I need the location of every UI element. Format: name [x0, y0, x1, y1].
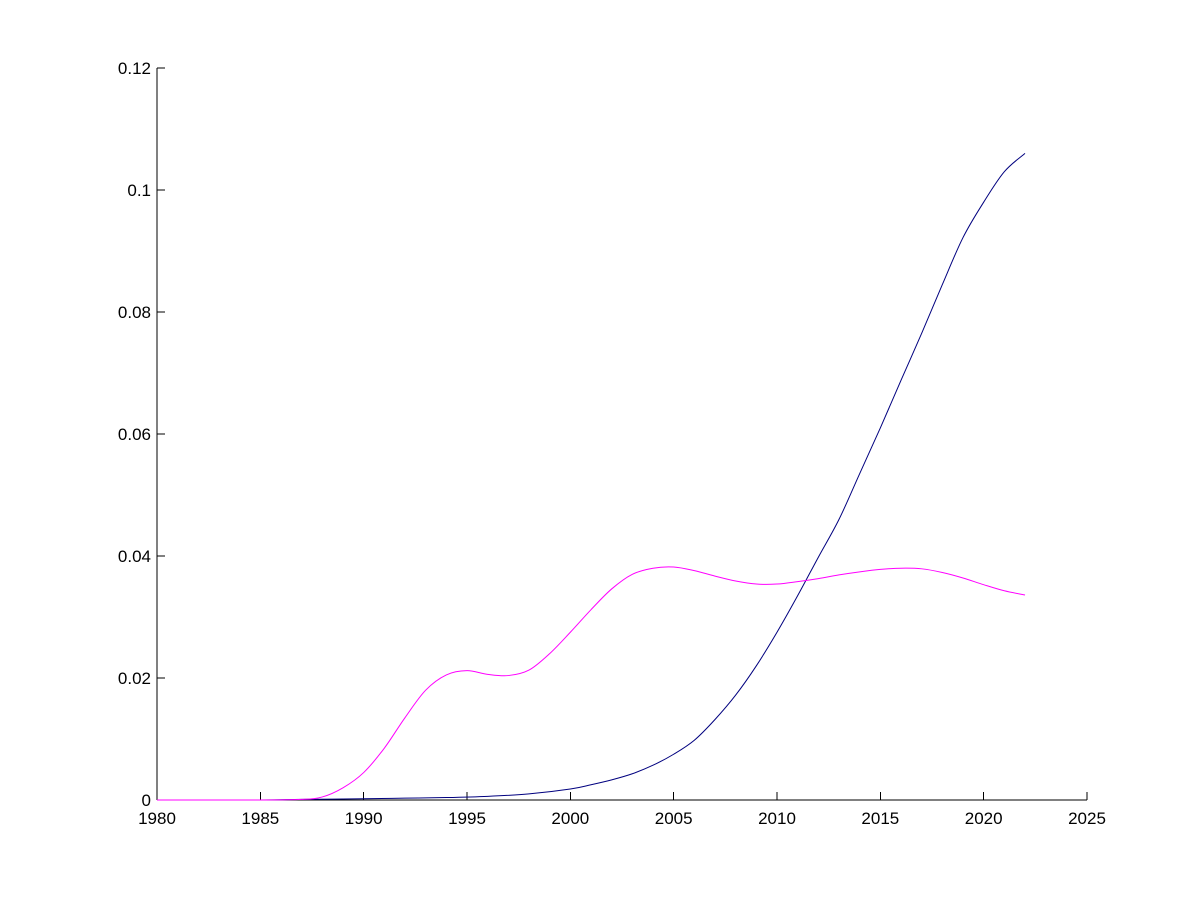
y-tick-label: 0.04 [118, 547, 151, 566]
y-tick-label: 0 [142, 791, 151, 810]
series-group [156, 153, 1026, 801]
x-tick-label: 2010 [758, 809, 796, 828]
x-tick-label: 1985 [241, 809, 279, 828]
x-ticks: 1980 1985 1990 1995 2000 2005 2010 2015 2020 2025 [138, 792, 1106, 828]
y-tick-label: 0.12 [118, 59, 151, 78]
x-tick-label: 1995 [448, 809, 486, 828]
series-line-2 [156, 566, 1026, 801]
x-tick-label: 1980 [138, 809, 176, 828]
y-tick-label: 0.06 [118, 425, 151, 444]
x-tick-label: 2015 [861, 809, 899, 828]
series-line-1 [156, 153, 1026, 801]
x-tick-label: 1990 [345, 809, 383, 828]
x-tick-label: 2025 [1068, 809, 1106, 828]
x-tick-label: 2005 [655, 809, 693, 828]
x-tick-label: 2000 [551, 809, 589, 828]
y-ticks: 0 0.02 0.04 0.06 0.08 0.1 0.12 [118, 59, 165, 810]
y-tick-label: 0.02 [118, 669, 151, 688]
y-tick-label: 0.1 [127, 181, 151, 200]
x-tick-label: 2020 [965, 809, 1003, 828]
y-tick-label: 0.08 [118, 303, 151, 322]
